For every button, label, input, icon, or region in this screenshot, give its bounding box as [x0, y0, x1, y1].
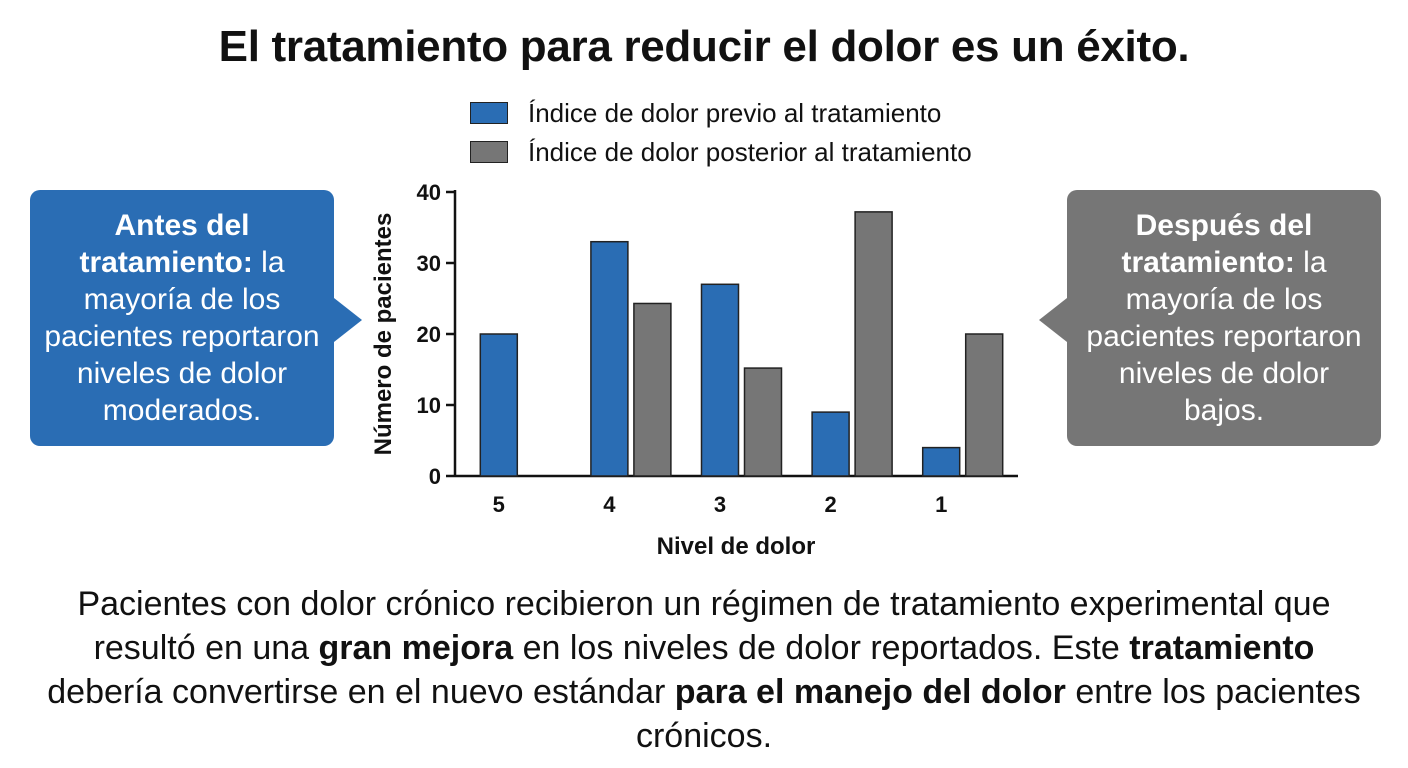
x-tick-label: 2 [824, 492, 836, 517]
bar-pre-3 [700, 283, 740, 477]
caption: Pacientes con dolor crónico recibieron u… [40, 582, 1368, 758]
bar-pre-5 [479, 333, 519, 477]
y-tick-label: 20 [417, 322, 441, 347]
callout-after-text: la mayoría de los pacientes reportaron n… [1086, 246, 1362, 427]
callout-before-text: la mayoría de los pacientes reportaron n… [44, 246, 320, 427]
y-tick-label: 40 [417, 180, 441, 205]
callout-before: Antes del tratamiento: la mayoría de los… [30, 190, 362, 446]
legend-label-post: Índice de dolor posterior al tratamiento [528, 136, 972, 167]
bar-pre-4 [590, 240, 629, 477]
caption-text-4: entre los pacientes crónicos. [635, 673, 1361, 755]
caption-bold-1: gran mejora [318, 629, 514, 667]
y-tick-label: 10 [417, 393, 441, 418]
callout-after-bold: Después del tratamiento: [1121, 209, 1313, 279]
y-axis-label: Número de pacientes [370, 213, 397, 456]
legend-item-pre: Índice de dolor previo al tratamiento [470, 98, 941, 128]
caption-bold-2: tratamiento [1129, 629, 1315, 667]
bar-post-2 [854, 211, 893, 477]
x-axis-label: Nivel de dolor [657, 533, 816, 560]
page-title: El tratamiento para reducir el dolor es … [218, 22, 1190, 71]
bar-chart: 0 10 20 30 40 5 4 3 2 1 Nivel de dolor Número de pa… [370, 180, 1018, 560]
callout-before-bold: Antes del tratamiento: [79, 209, 253, 279]
legend-swatch-pre [470, 102, 508, 124]
x-tick-label: 3 [714, 492, 726, 517]
bar-post-4 [633, 302, 672, 477]
y-tick-label: 0 [429, 464, 441, 489]
x-tick-label: 4 [603, 492, 616, 517]
callout-after: Después del tratamiento: la mayoría de l… [1039, 190, 1381, 446]
caption-text-2: en los niveles de dolor reportados. Este [513, 629, 1130, 667]
legend-swatch-post [470, 141, 508, 163]
x-tick-label: 5 [493, 492, 505, 517]
bar-pre-2 [811, 411, 850, 477]
bar-post-3 [743, 367, 783, 477]
caption-text-1: Pacientes con dolor crónico recibieron u… [77, 585, 1331, 667]
legend-label-pre: Índice de dolor previo al tratamiento [528, 97, 942, 128]
caption-text-3: debería convertirse en el nuevo estándar [47, 673, 675, 711]
x-tick-label: 1 [935, 492, 947, 517]
legend-item-post: Índice de dolor posterior al tratamiento [470, 137, 972, 167]
bar-pre-1 [921, 446, 961, 477]
caption-bold-3: para el manejo del dolor [674, 673, 1066, 711]
bar-post-1 [964, 333, 1004, 477]
y-tick-label: 30 [417, 251, 441, 276]
